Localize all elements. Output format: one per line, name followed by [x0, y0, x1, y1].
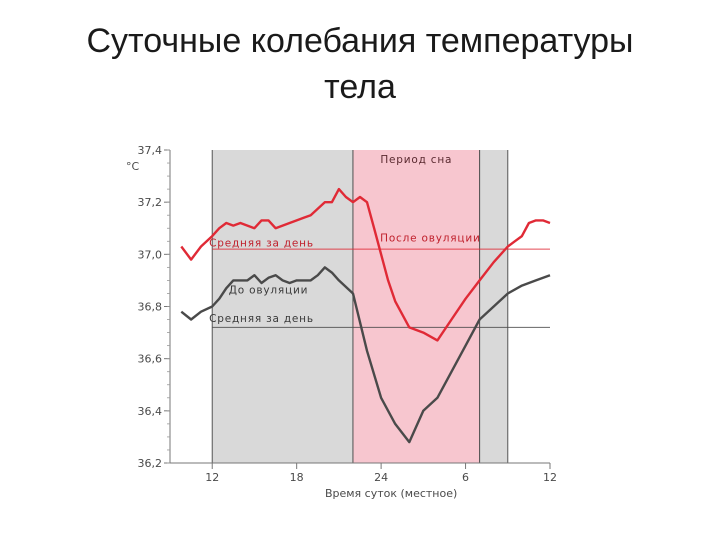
y-tick-label-4: 36,6	[138, 353, 163, 366]
annotation-4: Средняя за день	[209, 313, 314, 325]
x-axis-label: Время суток (местное)	[325, 487, 457, 500]
annotation-2: Средняя за день	[209, 238, 314, 250]
y-tick-label-3: 36,8	[138, 301, 163, 314]
y-tick-label-0: 37,4	[138, 144, 163, 157]
annotation-3: До овуляции	[229, 284, 308, 296]
mean-lines	[212, 248, 550, 328]
series-line-1	[180, 266, 551, 444]
annotation-1: После овуляции	[380, 232, 480, 244]
y-tick-label-2: 37,0	[138, 248, 163, 261]
shaded-region-0	[212, 150, 353, 463]
x-tick-label-4: 12	[543, 471, 557, 484]
y-tick-label-5: 36,4	[138, 405, 163, 418]
y-tick-label-6: 36,2	[138, 457, 163, 470]
shaded-region-1	[352, 150, 480, 463]
annotation-0: Период сна	[380, 154, 452, 166]
y-tick-label-1: 37,2	[138, 196, 163, 209]
y-axis-label: °С	[126, 160, 140, 173]
slide-title-line-1: Суточные колебания температуры	[86, 22, 634, 60]
x-tick-label-1: 18	[290, 471, 304, 484]
slide-title: Суточные колебания температуры тела	[0, 18, 720, 110]
x-tick-label-0: 12	[205, 471, 219, 484]
annotations: Период сна После овуляции Средняя за день Д…	[209, 154, 480, 325]
x-tick-label-2: 24	[374, 471, 388, 484]
x-tick-label-3: 6	[462, 471, 469, 484]
series-line-0	[180, 187, 551, 342]
y-axis: 37,4 37,2 37,0 36,8 36,6 36,4 36,2 °С	[126, 144, 170, 470]
series-lines	[180, 187, 551, 444]
slide-title-line-2: тела	[324, 68, 396, 106]
x-axis: 12 18 24 6 12 Время суток (местное)	[205, 463, 557, 500]
